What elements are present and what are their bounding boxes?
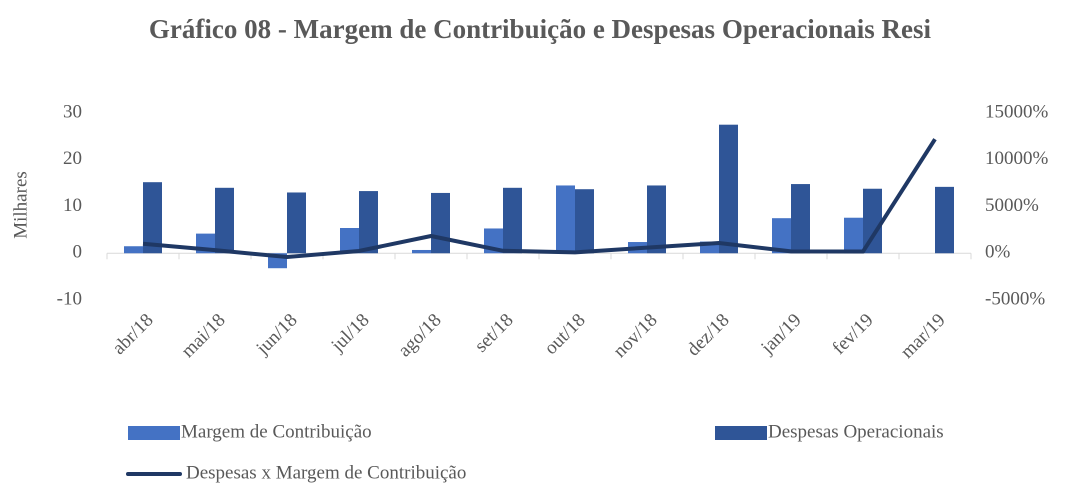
line (142, 138, 937, 260)
y-tick-label: 20 (63, 148, 82, 169)
legend-label: Despesas x Margem de Contribuição (186, 462, 466, 483)
x-tick-label: ago/18 (394, 310, 445, 361)
bar (124, 246, 143, 254)
bar (844, 217, 863, 254)
y-tick-label: 0 (73, 242, 83, 263)
bar (719, 124, 738, 254)
bar (431, 192, 450, 254)
bar (772, 218, 791, 254)
x-tick-label: mar/19 (897, 310, 950, 363)
x-tick-label: fev/19 (828, 310, 877, 359)
bar (935, 186, 954, 254)
y2-tick-label: 5000% (985, 195, 1039, 216)
y-tick-label: -10 (57, 288, 82, 309)
y2-tick-label: 10000% (985, 148, 1049, 169)
x-tick-label: mai/18 (177, 310, 229, 362)
y2-tick-label: 0% (985, 242, 1011, 263)
bar (791, 184, 810, 254)
bar (575, 189, 594, 254)
legend-swatch (128, 426, 180, 440)
bar (287, 192, 306, 254)
x-tick-label: out/18 (540, 310, 589, 359)
legend-label: Despesas Operacionais (768, 421, 944, 442)
bar (215, 187, 234, 254)
x-tick-label: set/18 (471, 310, 518, 357)
bar (556, 185, 575, 254)
y-tick-label: 30 (63, 101, 82, 122)
x-tick-label: jun/18 (252, 310, 302, 360)
bar (863, 188, 882, 254)
legend-label: Margem de Contribuição (181, 421, 372, 442)
bar (700, 241, 719, 254)
bar (359, 191, 378, 254)
y-tick-label: 10 (63, 195, 82, 216)
bar (340, 228, 359, 254)
legend-swatch (715, 426, 767, 440)
x-tick-label: jan/19 (756, 310, 805, 359)
x-tick-label: nov/18 (609, 310, 661, 362)
bar (503, 187, 522, 254)
y2-tick-label: -5000% (985, 288, 1045, 309)
bar (412, 249, 431, 254)
bar (143, 182, 162, 254)
bar (647, 185, 666, 254)
y-axis-label: Milhares (10, 171, 31, 239)
y2-tick-label: 15000% (985, 101, 1049, 122)
x-tick-label: dez/18 (683, 310, 734, 361)
x-tick-label: abr/18 (108, 310, 157, 359)
chart-title: Gráfico 08 - Margem de Contribuição e De… (148, 14, 932, 44)
x-tick-label: jul/18 (327, 310, 374, 357)
